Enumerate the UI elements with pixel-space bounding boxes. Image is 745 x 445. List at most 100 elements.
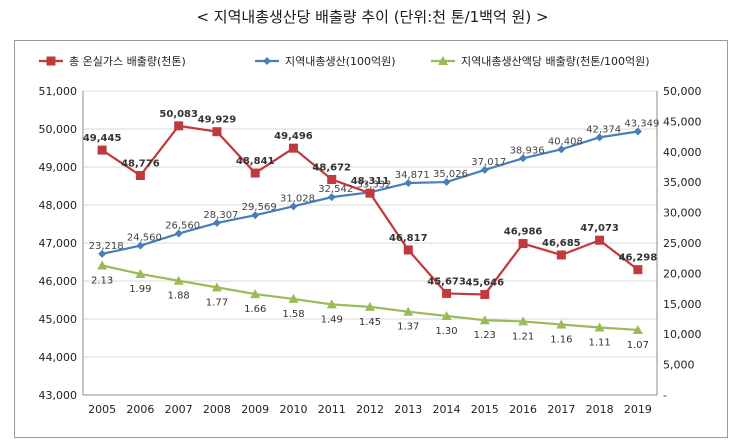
data-point <box>595 235 605 245</box>
data-label: 49,929 <box>198 115 237 126</box>
y-right-tick-label: 30,000 <box>663 207 702 220</box>
data-point <box>250 168 260 178</box>
data-label: 45,673 <box>427 276 466 287</box>
legend-marker <box>438 56 448 65</box>
data-point <box>632 324 643 334</box>
data-label: 26,560 <box>165 221 200 232</box>
data-point <box>442 288 452 298</box>
data-label: 28,307 <box>203 210 238 221</box>
legend-label: 지역내총생산(100억원) <box>285 55 396 68</box>
y-right-tick-label: 15,000 <box>663 298 702 311</box>
data-label: 45,646 <box>466 277 505 288</box>
data-label: 46,298 <box>619 253 658 264</box>
data-point <box>403 245 413 255</box>
data-label: 40,408 <box>548 136 583 147</box>
y-right-tick-label: 5,000 <box>663 359 695 372</box>
data-point <box>98 249 107 258</box>
data-point <box>327 193 336 202</box>
data-point <box>135 269 146 279</box>
data-label: 1.16 <box>550 334 572 345</box>
x-tick-label: 2014 <box>433 403 461 416</box>
data-label: 32,542 <box>318 184 353 195</box>
data-point <box>404 178 413 187</box>
data-point <box>441 310 452 320</box>
y-right-tick-label: 45,000 <box>663 115 702 128</box>
legend-marker <box>46 56 56 66</box>
data-label: 23,218 <box>89 241 124 252</box>
x-tick-label: 2013 <box>394 403 422 416</box>
data-point <box>212 218 221 227</box>
data-point <box>97 260 108 270</box>
data-label: 35,026 <box>433 169 468 180</box>
legend-marker <box>263 57 271 65</box>
data-label: 48,776 <box>121 159 160 170</box>
data-label: 48,841 <box>236 156 275 167</box>
data-point <box>250 289 261 299</box>
data-point <box>173 275 184 285</box>
legend-label: 총 온실가스 배출량(천톤) <box>69 54 186 68</box>
x-tick-label: 2019 <box>624 403 652 416</box>
data-label: 48,672 <box>312 162 351 173</box>
data-point <box>556 319 567 329</box>
data-point <box>289 202 298 211</box>
data-label: 24,560 <box>127 233 162 244</box>
chart-frame: 43,000 44,000 45,000 46,000 47,000 48,000 49,0… <box>14 40 728 438</box>
x-tick-label: 2017 <box>547 403 575 416</box>
x-tick-label: 2016 <box>509 403 537 416</box>
y-left-tick-label: 46,000 <box>39 275 78 288</box>
x-tick-label: 2011 <box>318 403 346 416</box>
data-label: 34,871 <box>395 170 430 181</box>
data-label: 38,936 <box>510 145 545 156</box>
data-point <box>365 188 375 198</box>
x-tick-label: 2008 <box>203 403 231 416</box>
data-point <box>174 121 184 131</box>
data-label: 1.07 <box>627 340 649 351</box>
data-point <box>135 171 145 181</box>
y-left-tick-label: 45,000 <box>39 313 78 326</box>
x-tick-label: 2005 <box>88 403 116 416</box>
data-point <box>633 265 643 275</box>
y-left-tick-label: 48,000 <box>39 199 78 212</box>
data-point <box>518 239 528 249</box>
x-tick-label: 2012 <box>356 403 384 416</box>
x-tick-label: 2018 <box>586 403 614 416</box>
data-point <box>480 165 489 174</box>
data-label: 29,569 <box>242 202 277 213</box>
data-label: 1.45 <box>359 317 381 328</box>
y-right-tick-label: 25,000 <box>663 237 702 250</box>
data-label: 1.21 <box>512 331 534 342</box>
data-point <box>442 178 451 187</box>
data-label: 1.58 <box>282 309 304 320</box>
data-label: 33,332 <box>357 179 392 190</box>
data-label: 46,986 <box>504 227 543 238</box>
y-left-tick-label: 43,000 <box>39 389 78 402</box>
data-label: 46,817 <box>389 233 428 244</box>
data-label: 1.66 <box>244 304 266 315</box>
data-label: 49,445 <box>83 133 122 144</box>
data-label: 1.49 <box>321 314 343 325</box>
data-label: 42,374 <box>586 124 621 135</box>
data-point <box>212 127 222 137</box>
y-left-tick-label: 51,000 <box>39 85 78 98</box>
data-point <box>288 293 299 303</box>
data-point <box>518 316 529 326</box>
data-label: 1.30 <box>435 326 457 337</box>
data-point <box>211 282 222 292</box>
data-point <box>327 174 337 184</box>
data-point <box>97 145 107 155</box>
y-left-tick-label: 50,000 <box>39 123 78 136</box>
y-left-tick-label: 49,000 <box>39 161 78 174</box>
data-point <box>365 301 375 311</box>
y-right-tick-label: 20,000 <box>663 267 702 280</box>
data-point <box>556 250 566 260</box>
x-tick-label: 2007 <box>165 403 193 416</box>
data-point <box>136 241 145 250</box>
data-point <box>557 145 566 154</box>
y-right-tick-label: 35,000 <box>663 176 702 189</box>
y-left-tick-label: 47,000 <box>39 237 78 250</box>
data-label: 31,028 <box>280 193 315 204</box>
data-point <box>174 229 183 238</box>
y-left-tick-label: 44,000 <box>39 351 78 364</box>
data-point <box>595 133 604 142</box>
